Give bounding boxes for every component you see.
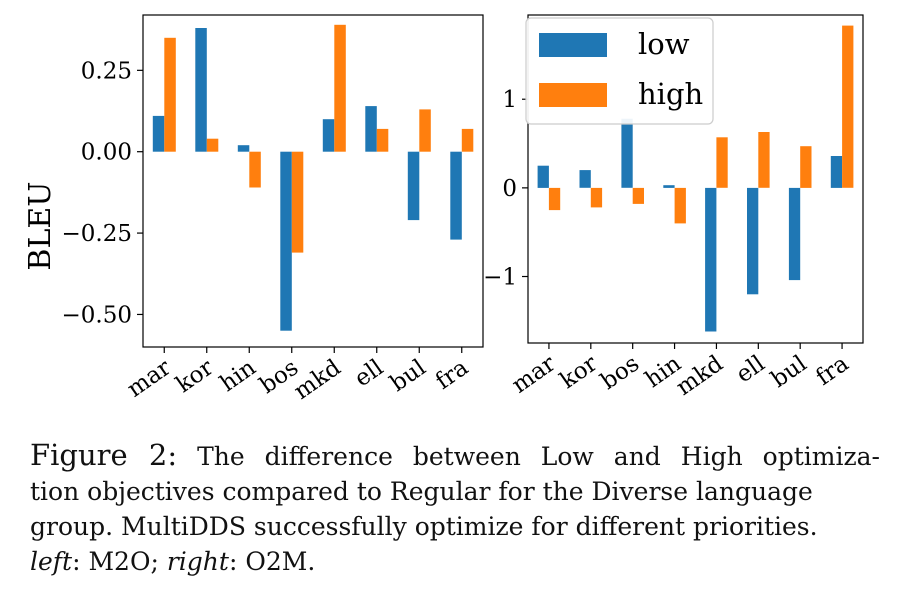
y-tick-label: 0 bbox=[502, 176, 517, 202]
bar-low-mkd bbox=[322, 119, 335, 152]
caption-m2o: : M2O; bbox=[72, 547, 167, 576]
bar-low-bos bbox=[621, 118, 633, 188]
x-tick-label-bul: bul bbox=[766, 351, 811, 393]
bar-low-bos bbox=[280, 151, 292, 331]
figure-caption: Figure 2: The difference between Low and… bbox=[30, 438, 880, 579]
bar-low-mar bbox=[537, 165, 549, 188]
bar-high-fra bbox=[842, 25, 854, 188]
bar-high-fra bbox=[461, 128, 474, 152]
x-tick-label-mkd: mkd bbox=[289, 354, 345, 404]
x-tick-label-mar: mar bbox=[507, 351, 560, 399]
bar-low-kor bbox=[195, 28, 207, 152]
y-tick-label: 0.25 bbox=[81, 58, 132, 84]
x-tick-label-bos: bos bbox=[596, 351, 644, 395]
bar-high-hin bbox=[249, 151, 261, 188]
bar-high-mkd bbox=[716, 137, 728, 188]
x-tick-label-fra: fra bbox=[431, 354, 473, 395]
caption-left-word: left bbox=[30, 547, 73, 576]
caption-o2m: : O2M. bbox=[228, 547, 316, 576]
bar-high-bos bbox=[632, 187, 644, 204]
caption-line-1: Figure 2: The difference between Low and… bbox=[30, 438, 880, 474]
bar-low-bul bbox=[407, 151, 420, 221]
x-tick-label-ell: ell bbox=[732, 351, 770, 389]
legend-swatch-low bbox=[539, 33, 607, 57]
bar-high-mar bbox=[164, 37, 176, 152]
caption-line-2: tion objectives compared to Regular for … bbox=[30, 477, 813, 506]
caption-right-word: right bbox=[166, 547, 229, 576]
y-tick-label: 0.00 bbox=[81, 140, 132, 166]
bar-low-mkd bbox=[705, 187, 717, 332]
bar-high-bos bbox=[291, 151, 304, 253]
caption-text-1: The difference between Low and High opti… bbox=[197, 442, 880, 471]
x-tick-label-bul: bul bbox=[386, 355, 431, 397]
x-tick-label-mar: mar bbox=[123, 355, 176, 403]
legend-label-high: high bbox=[638, 77, 703, 111]
bar-low-fra bbox=[450, 151, 462, 240]
caption-line-3: group. MultiDDS successfully optimize fo… bbox=[30, 512, 818, 541]
bar-high-mkd bbox=[334, 24, 346, 152]
y-tick-label: −1 bbox=[483, 265, 517, 291]
axes-frame bbox=[527, 14, 864, 344]
x-tick-label-hin: hin bbox=[215, 355, 260, 398]
bar-low-ell bbox=[747, 187, 759, 295]
bar-low-hin bbox=[663, 185, 675, 188]
bar-high-bul bbox=[419, 109, 431, 152]
x-tick-label-ell: ell bbox=[350, 355, 388, 393]
bar-high-mar bbox=[548, 187, 561, 211]
y-tick-label: −0.50 bbox=[62, 302, 132, 328]
caption-line-4: left: M2O; right: O2M. bbox=[30, 544, 880, 579]
bar-low-kor bbox=[579, 170, 591, 188]
bar-low-ell bbox=[365, 106, 377, 152]
bar-low-fra bbox=[830, 156, 843, 188]
bar-low-hin bbox=[237, 145, 250, 152]
x-tick-label-kor: kor bbox=[172, 355, 219, 399]
caption-figure-label: Figure 2: bbox=[30, 438, 178, 472]
y-tick-label: −0.25 bbox=[62, 221, 132, 247]
y-axis-label: BLEU bbox=[23, 181, 58, 270]
bar-high-kor bbox=[590, 187, 603, 208]
bar-high-ell bbox=[376, 128, 389, 152]
bar-high-kor bbox=[206, 138, 219, 152]
bar-low-mar bbox=[152, 115, 165, 152]
x-tick-label-fra: fra bbox=[811, 350, 853, 391]
axes-frame bbox=[142, 14, 484, 348]
y-tick-label: 1 bbox=[502, 87, 517, 113]
bar-high-hin bbox=[674, 187, 686, 224]
legend-swatch-high bbox=[539, 83, 607, 107]
bar-low-bul bbox=[788, 187, 801, 281]
bar-high-ell bbox=[758, 132, 770, 188]
legend-label-low: low bbox=[638, 27, 690, 61]
x-tick-label-kor: kor bbox=[556, 351, 603, 395]
bar-high-bul bbox=[800, 146, 812, 188]
x-tick-label-mkd: mkd bbox=[672, 350, 728, 400]
